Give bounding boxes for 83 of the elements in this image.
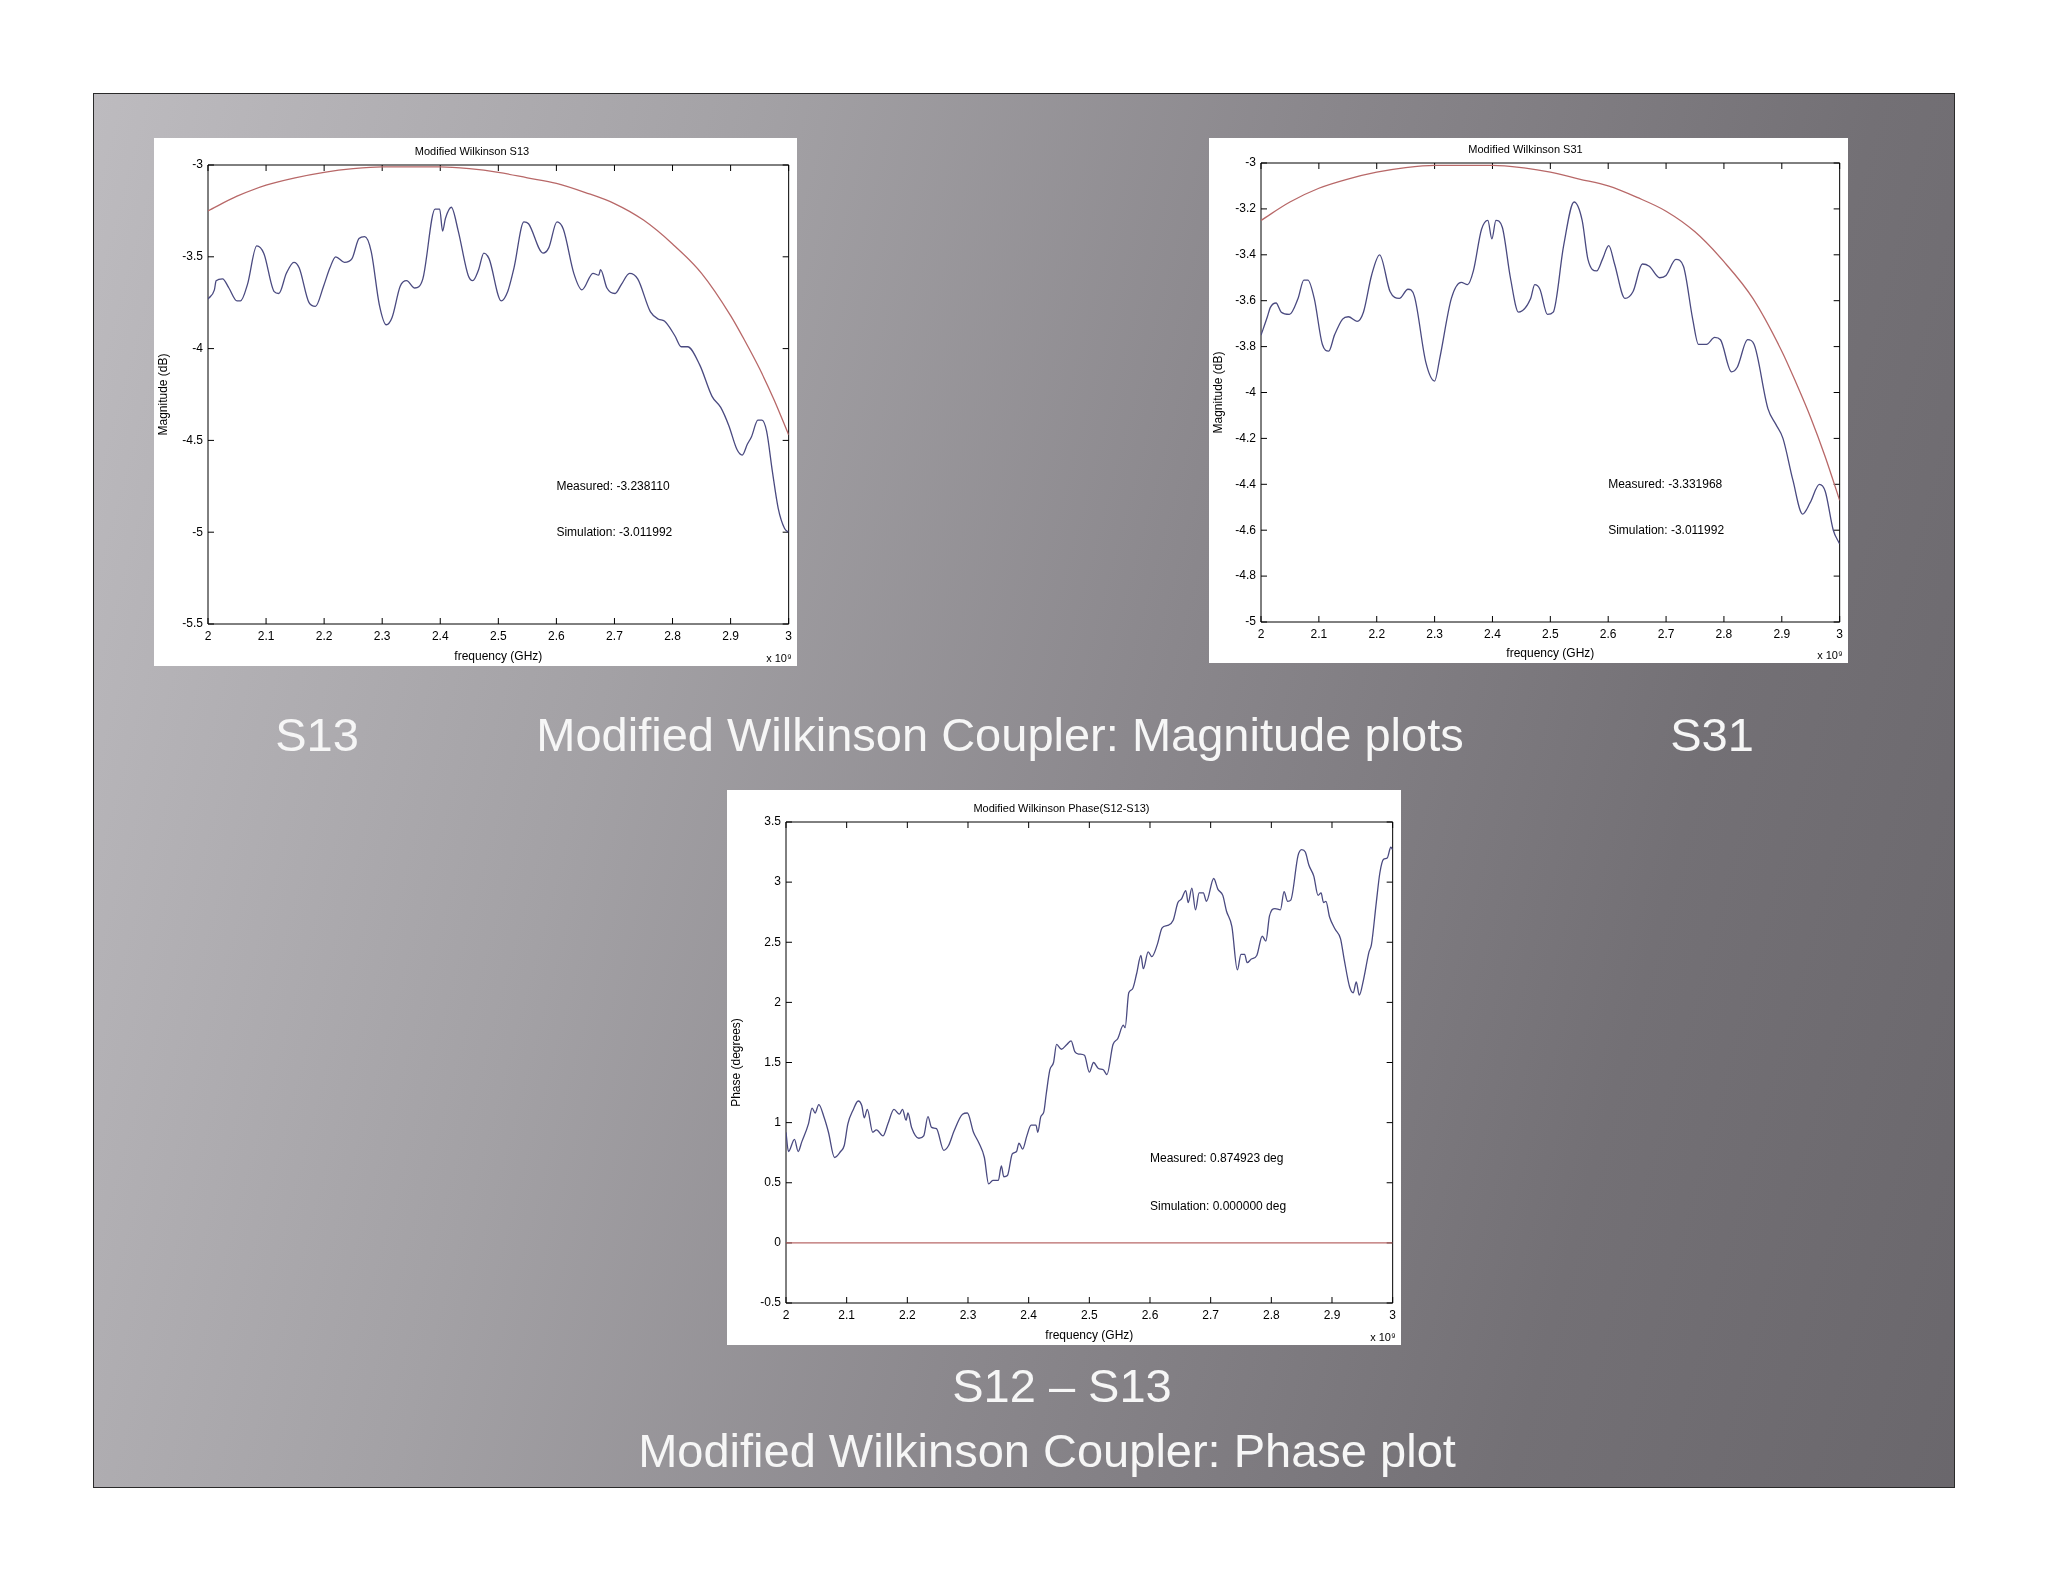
y-tick-label: -3.2: [1235, 201, 1257, 216]
x-axis-title: frequency (GHz): [454, 649, 543, 664]
chart-title: Modified Wilkinson S13: [414, 145, 530, 158]
text: x 10⁹: [766, 652, 792, 664]
line-series: [786, 846, 1393, 1185]
y-tick-label: -5: [192, 524, 204, 539]
x-tick-label: 3: [1389, 1307, 1397, 1322]
y-tick-label: -0.5: [760, 1295, 782, 1310]
y-tick-label: -5: [1245, 614, 1257, 629]
x-tick-label: 2.1: [257, 628, 275, 643]
x-tick-label: 2.5: [489, 628, 507, 643]
text: x 10⁹: [1817, 649, 1843, 661]
x-tick-label: 2.5: [1080, 1307, 1098, 1322]
y-tick-label: -3.8: [1235, 338, 1257, 353]
line-series: [208, 166, 789, 436]
x-tick-label: 2.8: [1262, 1307, 1280, 1322]
y-axis-title: Phase (degrees): [728, 1018, 743, 1107]
y-tick-label: -3.5: [182, 249, 204, 264]
x-tick-label: 2.6: [548, 628, 566, 643]
text: Modified Wilkinson Coupler: Phase plot: [638, 1423, 1456, 1479]
x-tick-label: 2.2: [315, 628, 333, 643]
y-tick-label: 2.5: [764, 934, 782, 949]
line-series: [1261, 201, 1840, 545]
x-tick-label: 2.8: [664, 628, 682, 643]
annotation: Simulation: -3.011992: [1608, 522, 1725, 537]
chart-title: Modified Wilkinson Phase(S12-S13): [973, 802, 1150, 815]
x-tick-label: 2.3: [373, 628, 391, 643]
x-tick-label: 2.1: [1310, 626, 1328, 641]
y-tick-label: -4.6: [1235, 522, 1257, 537]
x-tick-label: 2.4: [1020, 1307, 1038, 1322]
y-tick-label: -3: [1245, 155, 1257, 170]
y-tick-label: -4.2: [1235, 430, 1257, 445]
annotation: Simulation: 0.000000 deg: [1150, 1199, 1287, 1214]
text: Modified Wilkinson Coupler: Magnitude plots: [536, 707, 1464, 763]
x-tick-label: 2.9: [1773, 626, 1791, 641]
x-tick-label: 2.8: [1715, 626, 1733, 641]
annotation: Measured: -3.331968: [1608, 476, 1723, 491]
y-tick-label: 0.5: [764, 1175, 782, 1190]
x-tick-label: 2.5: [1541, 626, 1559, 641]
annotation: Measured: -3.238110: [556, 478, 670, 493]
y-tick-label: 3: [774, 874, 782, 889]
x-axis-title: frequency (GHz): [1506, 646, 1595, 661]
y-tick-label: -4.4: [1235, 476, 1257, 491]
text: S31: [1670, 707, 1754, 763]
x-tick-label: 2.7: [606, 628, 624, 643]
y-tick-label: 0: [774, 1235, 782, 1250]
x-tick-label: 2.4: [431, 628, 449, 643]
text: x 10⁹: [1370, 1331, 1396, 1343]
annotation: Simulation: -3.011992: [556, 524, 673, 539]
x-axis-title: frequency (GHz): [1045, 1328, 1134, 1343]
x-tick-label: 2.3: [1426, 626, 1444, 641]
y-tick-label: -4.8: [1235, 568, 1257, 583]
x-tick-label: 3: [785, 628, 793, 643]
text: S12 – S13: [952, 1358, 1172, 1414]
y-tick-label: -3.6: [1235, 293, 1257, 308]
x-tick-label: 2.6: [1141, 1307, 1159, 1322]
x-tick-label: 2.7: [1657, 626, 1675, 641]
x-tick-label: 2.4: [1484, 626, 1502, 641]
x-tick-label: 2.1: [838, 1307, 856, 1322]
x-tick-label: 2.3: [959, 1307, 977, 1322]
y-tick-label: 1: [774, 1114, 782, 1129]
x-tick-label: 2.2: [1368, 626, 1386, 641]
annotation: Measured: 0.874923 deg: [1150, 1151, 1284, 1166]
x-tick-label: 2.9: [1323, 1307, 1341, 1322]
y-tick-label: 2: [774, 994, 782, 1009]
text: S13: [275, 707, 359, 763]
y-axis-title: Magnitude (dB): [1210, 351, 1225, 434]
y-tick-label: -4: [192, 340, 204, 355]
x-tick-label: 3: [1836, 626, 1844, 641]
y-tick-label: -5.5: [182, 616, 204, 631]
x-tick-label: 2.6: [1599, 626, 1617, 641]
x-tick-label: 2.7: [1202, 1307, 1220, 1322]
x-tick-label: 2.9: [722, 628, 740, 643]
y-tick-label: -4: [1245, 384, 1257, 399]
y-tick-label: 3.5: [764, 814, 782, 829]
x-tick-label: 2.2: [898, 1307, 916, 1322]
y-axis-title: Magnitude (dB): [155, 353, 170, 436]
y-tick-label: -4.5: [182, 432, 204, 447]
line-series: [1261, 164, 1840, 502]
y-tick-label: -3.4: [1235, 247, 1257, 262]
y-tick-label: -3: [192, 157, 204, 172]
chart-title: Modified Wilkinson S31: [1468, 143, 1583, 156]
y-tick-label: 1.5: [764, 1054, 782, 1069]
